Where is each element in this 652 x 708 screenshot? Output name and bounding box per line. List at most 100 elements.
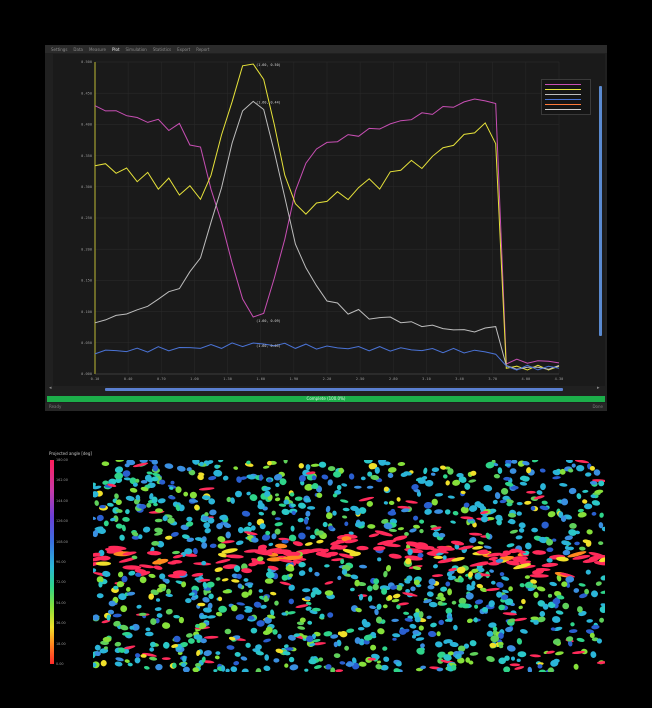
grain-particle <box>192 460 200 465</box>
grain-particle <box>516 501 523 506</box>
grain-particle <box>264 654 270 661</box>
grain-particle <box>447 588 453 596</box>
grain-particle <box>245 642 251 648</box>
grain-particle <box>469 652 479 656</box>
grain-particle <box>533 495 545 500</box>
grain-particle <box>154 532 163 536</box>
grain-particle <box>366 585 373 592</box>
grain-particle <box>117 571 124 578</box>
grain-particle <box>201 495 211 500</box>
legend-entry[interactable] <box>545 92 587 97</box>
grain-particle <box>200 539 206 543</box>
x-tick-label: 4.00 <box>522 377 531 381</box>
grain-particle <box>457 657 465 664</box>
grain-particle <box>155 598 161 602</box>
grain-particle <box>539 505 549 511</box>
grain-particle <box>94 644 101 651</box>
legend-entry[interactable] <box>545 102 587 107</box>
menu-item-measure[interactable]: Measure <box>88 46 106 52</box>
grain-particle <box>324 564 330 568</box>
scroll-left-icon[interactable]: ◂ <box>49 385 52 391</box>
grain-particle <box>154 527 163 533</box>
colorbar-tick-label: 18.00 <box>56 641 66 646</box>
grain-particle <box>152 472 161 477</box>
menu-item-report[interactable]: Report <box>196 46 210 52</box>
grain-particle <box>507 618 516 623</box>
grain-particle <box>393 668 401 672</box>
grain-particle <box>468 505 478 512</box>
grain-particle <box>155 663 163 671</box>
colorbar-tick-label: 54.00 <box>56 600 66 605</box>
grain-particle <box>120 605 128 613</box>
grain-particle <box>428 578 436 586</box>
grain-particle <box>142 652 157 657</box>
grain-particle <box>494 492 501 500</box>
grain-particle <box>262 486 271 491</box>
legend-entry[interactable] <box>545 107 587 112</box>
grain-particle <box>488 622 497 628</box>
grain-particle <box>346 628 355 633</box>
grain-particle <box>568 487 577 495</box>
grain-particle <box>208 476 217 481</box>
grain-particle <box>413 579 420 586</box>
grain-particle <box>289 551 300 556</box>
grain-particle <box>162 622 171 629</box>
grain-particle <box>162 578 169 583</box>
grain-particle <box>456 566 466 574</box>
grain-particle <box>599 617 605 623</box>
chart-legend[interactable] <box>541 79 591 115</box>
vertical-scrollbar[interactable] <box>599 86 602 336</box>
grain-particle <box>290 525 295 532</box>
grain-particle <box>546 538 553 546</box>
grain-particle <box>369 605 377 609</box>
grain-particle <box>405 589 410 593</box>
grain-particle <box>171 644 179 648</box>
grain-particle <box>314 589 322 595</box>
menu-item-settings[interactable]: Settings <box>51 46 68 52</box>
grain-particle <box>208 593 214 600</box>
grain-particle <box>358 593 364 601</box>
grain-particle <box>437 657 444 664</box>
grain-particle <box>414 616 421 623</box>
grain-particle <box>253 601 262 608</box>
grain-particle <box>524 581 534 589</box>
grain-particle <box>312 642 326 646</box>
grain-particle <box>201 656 206 663</box>
grain-particle <box>447 468 454 475</box>
grain-particle <box>344 539 359 544</box>
grain-particle <box>388 500 395 506</box>
menu-item-plot[interactable]: Plot <box>111 46 120 52</box>
menu-item-data[interactable]: Data <box>73 46 83 52</box>
grain-particle <box>499 572 505 577</box>
grain-particle <box>412 634 416 639</box>
grain-particle <box>458 597 467 605</box>
grain-particle <box>316 539 324 544</box>
grain-particle <box>322 521 328 528</box>
menu-item-export[interactable]: Export <box>177 46 191 52</box>
grain-particle <box>112 613 122 618</box>
legend-entry[interactable] <box>545 82 587 87</box>
grain-particle <box>492 499 498 505</box>
grain-particle <box>521 598 526 605</box>
grain-particle <box>138 503 147 510</box>
grain-particle <box>277 633 282 639</box>
scroll-right-icon[interactable]: ▸ <box>597 385 600 391</box>
grain-particle <box>474 573 482 580</box>
grain-particle <box>460 516 474 520</box>
grain-particle <box>288 534 297 542</box>
grain-particle <box>337 631 342 636</box>
grain-particle <box>126 591 136 596</box>
menu-item-statistics[interactable]: Statistics <box>152 46 172 52</box>
grain-particle <box>553 626 563 632</box>
x-tick-label: 1.90 <box>290 377 299 381</box>
menu-item-simulation[interactable]: Simulation <box>125 46 147 52</box>
horizontal-scrollbar[interactable] <box>105 388 563 391</box>
grain-particle <box>596 638 602 644</box>
grain-particle <box>437 557 457 564</box>
grain-particle <box>404 579 411 584</box>
grain-particle <box>298 532 306 540</box>
grain-particle <box>532 550 546 555</box>
grain-particle <box>198 487 215 491</box>
legend-entry[interactable] <box>545 97 587 102</box>
legend-entry[interactable] <box>545 87 587 92</box>
